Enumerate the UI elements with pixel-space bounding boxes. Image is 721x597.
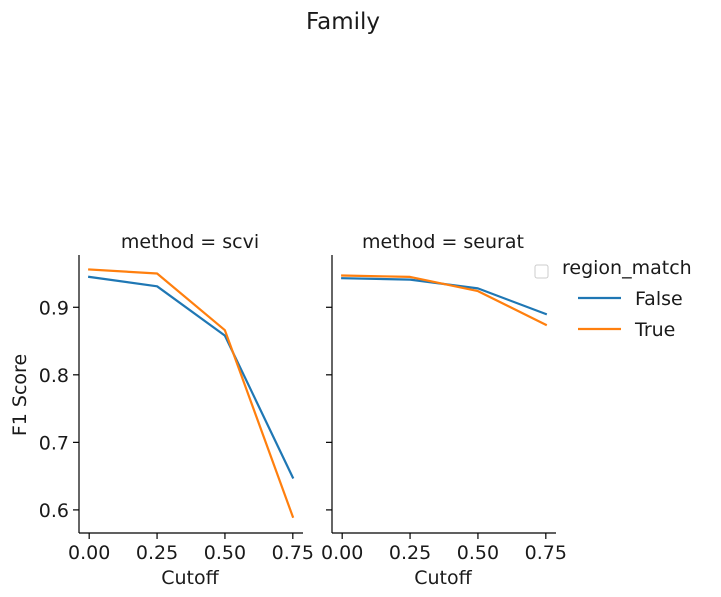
x-tick-label: 0.00 xyxy=(321,542,363,564)
x-axis-label-seurat: Cutoff xyxy=(414,567,472,589)
x-tick-label: 0.25 xyxy=(389,542,431,564)
x-tick-label: 0.75 xyxy=(525,542,567,564)
series-line-false-scvi xyxy=(87,275,295,479)
x-axis-label-scvi: Cutoff xyxy=(161,567,219,589)
series-line-true-scvi xyxy=(88,268,295,519)
x-tick-label: 0.25 xyxy=(136,542,178,564)
panel-title-scvi: method = scvi xyxy=(121,231,259,253)
panel-title-seurat: method = seurat xyxy=(362,231,524,253)
legend-marker-box xyxy=(534,264,549,279)
legend-label-false: False xyxy=(635,288,683,310)
legend-label-true: True xyxy=(634,319,675,341)
x-tick-label: 0.50 xyxy=(204,542,246,564)
y-tick-label: 0.8 xyxy=(39,365,69,387)
y-axis-label: F1 Score xyxy=(9,354,31,436)
x-tick-label: 0.50 xyxy=(457,542,499,564)
y-tick-label: 0.6 xyxy=(39,500,69,522)
panel-scvi: method = scvi Cutoff F1 Score 0.00 0.25 0.… xyxy=(9,231,314,589)
legend-title: region_match xyxy=(562,257,692,279)
legend: region_match False True xyxy=(534,257,692,341)
x-tick-label: 0.75 xyxy=(272,542,314,564)
x-tick-label: 0.00 xyxy=(68,542,110,564)
y-tick-label: 0.9 xyxy=(39,297,69,319)
y-tick-label: 0.7 xyxy=(39,432,69,454)
figure-title: Family xyxy=(306,9,380,35)
series-line-true-seurat xyxy=(341,274,548,327)
panel-seurat: method = seurat Cutoff 0.00 0.25 0.50 0.75 xyxy=(321,231,567,589)
